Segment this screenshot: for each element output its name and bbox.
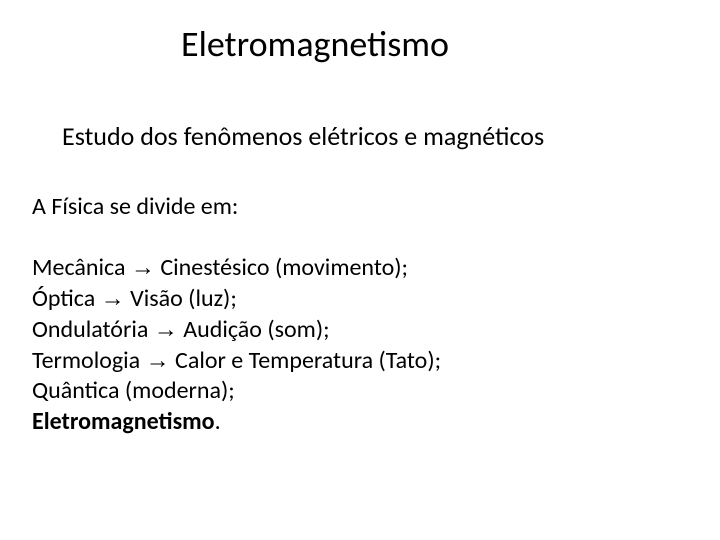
blank-line (32, 223, 720, 254)
division-line-final: Eletromagnetismo. (32, 407, 720, 438)
division-line: Termologia → Calor e Temperatura (Tato); (32, 346, 720, 377)
page-title: Eletromagnetismo (0, 0, 720, 66)
final-bold: Eletromagnetismo (32, 407, 215, 436)
intro-line: A Física se divide em: (32, 192, 720, 223)
division-name: Óptica (32, 284, 95, 313)
division-name: Mecânica (32, 253, 125, 282)
arrow-icon: → (146, 347, 170, 374)
body-content: A Física se divide em: Mecânica → Cinest… (0, 152, 720, 438)
division-line: Óptica → Visão (luz); (32, 284, 720, 315)
arrow-icon: → (101, 285, 125, 312)
division-target: Calor e Temperatura (Tato); (175, 346, 441, 375)
arrow-icon: → (154, 316, 178, 343)
page-subtitle: Estudo dos fenômenos elétricos e magnéti… (0, 66, 720, 152)
division-line-plain: Quântica (moderna); (32, 376, 720, 407)
final-punct: . (215, 407, 221, 436)
division-line: Ondulatória → Audição (som); (32, 315, 720, 346)
division-target: Audição (som); (183, 315, 329, 344)
division-name: Ondulatória (32, 315, 148, 344)
arrow-icon: → (131, 254, 155, 281)
division-name: Termologia (32, 346, 140, 375)
division-line: Mecânica → Cinestésico (movimento); (32, 253, 720, 284)
division-target: Cinestésico (movimento); (160, 253, 408, 282)
division-target: Visão (luz); (130, 284, 237, 313)
